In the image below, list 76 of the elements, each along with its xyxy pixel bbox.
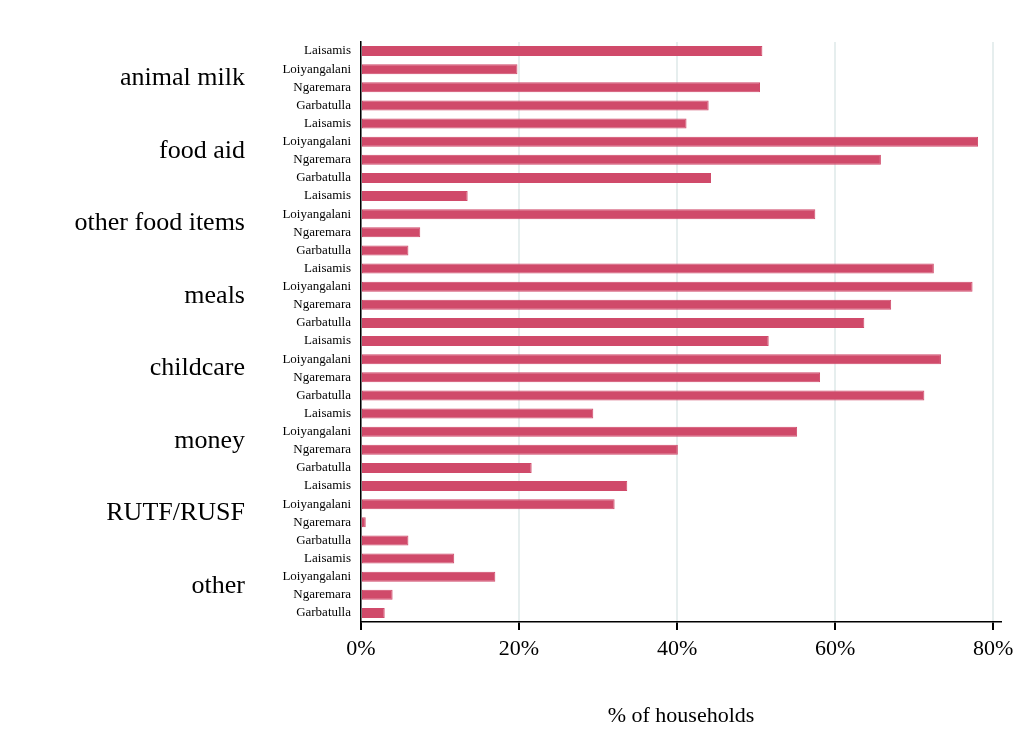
y-tick-label: Laisamis [304, 259, 351, 275]
bar [362, 100, 709, 111]
bar [362, 444, 678, 455]
y-tick-label: Garbatulla [296, 459, 352, 475]
y-tick-label: Loiyangalani [282, 133, 352, 149]
bar [362, 82, 761, 93]
y-tick-label: Ngaremara [293, 441, 352, 457]
y-tick-label: Ngaremara [293, 513, 352, 529]
bar [362, 607, 385, 618]
text: other [191, 569, 246, 599]
x-tick-label: 0% [346, 634, 376, 660]
bar [362, 154, 881, 165]
text: childcare [149, 352, 245, 382]
bar [362, 172, 712, 183]
y-tick-label: Laisamis [304, 549, 351, 565]
bar [362, 336, 769, 347]
x-tick-label: 20% [498, 634, 540, 660]
y-tick-label: Loiyangalani [282, 495, 352, 511]
y-tick-label: Ngaremara [293, 151, 352, 167]
text: animal milk [120, 62, 245, 92]
bar [362, 281, 973, 292]
y-tick-label: Garbatulla [296, 241, 352, 257]
bar [362, 462, 532, 473]
y-tick-label: Loiyangalani [282, 568, 352, 584]
bar [362, 535, 409, 546]
y-tick-label: Laisamis [304, 187, 351, 203]
bar [362, 372, 821, 383]
bar [362, 136, 979, 147]
y-tick-label: Garbatulla [296, 314, 352, 330]
bar [362, 263, 934, 274]
bar [362, 408, 594, 419]
bar [362, 354, 941, 365]
bar [362, 426, 798, 437]
text: food aid [159, 134, 245, 164]
y-tick-label: Laisamis [304, 477, 351, 493]
y-tick-label: Garbatulla [296, 386, 352, 402]
bar [362, 245, 409, 256]
bar [362, 209, 816, 220]
text: RUTF/RUSF [106, 497, 245, 527]
bar [362, 299, 892, 310]
bar [362, 499, 615, 510]
y-tick-label: Garbatulla [296, 531, 352, 547]
y-tick-label: Loiyangalani [282, 60, 352, 76]
y-tick-label: Laisamis [304, 332, 351, 348]
text: meals [184, 279, 245, 309]
y-tick-label: Loiyangalani [282, 350, 352, 366]
text: money [174, 424, 245, 454]
y-tick-label: Loiyangalani [282, 278, 352, 294]
y-tick-label: Ngaremara [293, 78, 352, 94]
bar [362, 317, 865, 328]
y-tick-label: Loiyangalani [282, 205, 352, 221]
y-tick-label: Garbatulla [296, 96, 352, 112]
bar [362, 553, 455, 564]
bar [362, 571, 496, 582]
y-tick-label: Ngaremara [293, 586, 352, 602]
y-tick-label: Loiyangalani [282, 423, 352, 439]
x-axis-title: % of households [607, 701, 755, 727]
x-tick-label: 60% [814, 634, 856, 660]
bar [362, 46, 763, 57]
y-tick-label: Laisamis [304, 404, 351, 420]
x-tick-label: 80% [972, 634, 1014, 660]
bar [362, 390, 925, 401]
bar [362, 191, 468, 202]
y-tick-label: Ngaremara [293, 368, 352, 384]
y-tick-label: Laisamis [304, 42, 351, 58]
bar [362, 481, 628, 492]
bar [362, 589, 393, 600]
bar [362, 227, 421, 238]
y-tick-label: Laisamis [304, 114, 351, 130]
y-tick-label: Garbatulla [296, 604, 352, 620]
y-tick-label: Garbatulla [296, 169, 352, 185]
y-tick-label: Ngaremara [293, 223, 352, 239]
y-tick-label: Ngaremara [293, 296, 352, 312]
x-tick-label: 40% [656, 634, 698, 660]
text: other food items [74, 207, 245, 237]
bar [362, 64, 518, 75]
